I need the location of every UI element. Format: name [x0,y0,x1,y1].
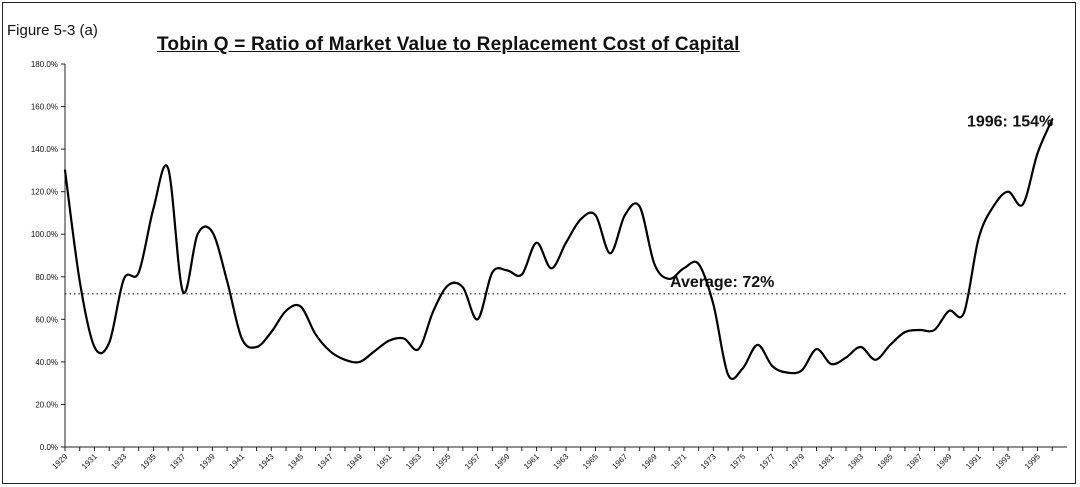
x-tick-label: 1945 [286,452,305,471]
chart-title: Tobin Q = Ratio of Market Value to Repla… [157,34,740,55]
x-tick-label: 1983 [846,452,865,471]
y-tick-label: 140.0% [31,145,58,154]
x-tick-label: 1995 [1023,452,1042,471]
y-tick-group: 0.0% 20.0% 40.0% 60.0% 80.0% 100.0% 120.0% 140.… [31,60,65,452]
x-tick-label: 1989 [935,452,954,471]
x-tick-label: 1963 [551,452,570,471]
x-tick-label: 1975 [728,452,747,471]
y-tick-label: 160.0% [31,103,58,112]
endpoint-annotation: 1996: 154% [967,113,1053,130]
x-tick-label: 1967 [610,452,629,471]
y-tick-label: 180.0% [31,60,58,69]
x-tick-label: 1953 [404,452,423,471]
axes [64,64,1067,448]
x-tick-label: 1965 [581,452,600,471]
x-tick-label: 1933 [109,452,128,471]
x-tick-label: 1935 [139,452,158,471]
x-tick-label: 1943 [257,452,276,471]
x-tick-label: 1971 [669,452,688,471]
average-label: Average: 72% [670,274,774,291]
x-tick-label: 1959 [493,452,512,471]
x-tick-label: 1987 [905,452,924,471]
x-tick-label: 1981 [817,452,836,471]
x-tick-label: 1947 [316,452,335,471]
x-tick-label: 1973 [699,452,718,471]
y-tick-label: 0.0% [40,443,58,452]
x-tick-label: 1985 [876,452,895,471]
x-tick-label: 1957 [463,452,482,471]
x-tick-label: 1961 [522,452,541,471]
y-tick-label: 80.0% [35,273,58,282]
x-tick-label: 1977 [758,452,777,471]
y-tick-label: 100.0% [31,230,58,239]
figure-label: Figure 5-3 (a) [7,22,98,39]
x-tick-label: 1941 [227,452,246,471]
y-tick-label: 120.0% [31,188,58,197]
x-tick-label: 1929 [50,452,69,471]
x-tick-label: 1991 [964,452,983,471]
x-tick-label: 1937 [168,452,187,471]
x-tick-label: 1979 [787,452,806,471]
x-tick-label: 1931 [80,452,99,471]
x-tick-label: 1949 [345,452,364,471]
x-tick-label: 1955 [434,452,453,471]
x-tick-label: 1951 [375,452,394,471]
x-tick-group: 1929 1931 1933 1935 1937 1939 1941 1943 1945 1947… [50,447,1053,471]
x-tick-label: 1939 [198,452,217,471]
x-tick-label: 1993 [994,452,1013,471]
y-tick-label: 20.0% [35,400,58,409]
series-line-tobin-q [63,118,1054,380]
x-tick-label: 1969 [640,452,659,471]
y-tick-label: 60.0% [35,315,58,324]
y-tick-label: 40.0% [35,358,58,367]
